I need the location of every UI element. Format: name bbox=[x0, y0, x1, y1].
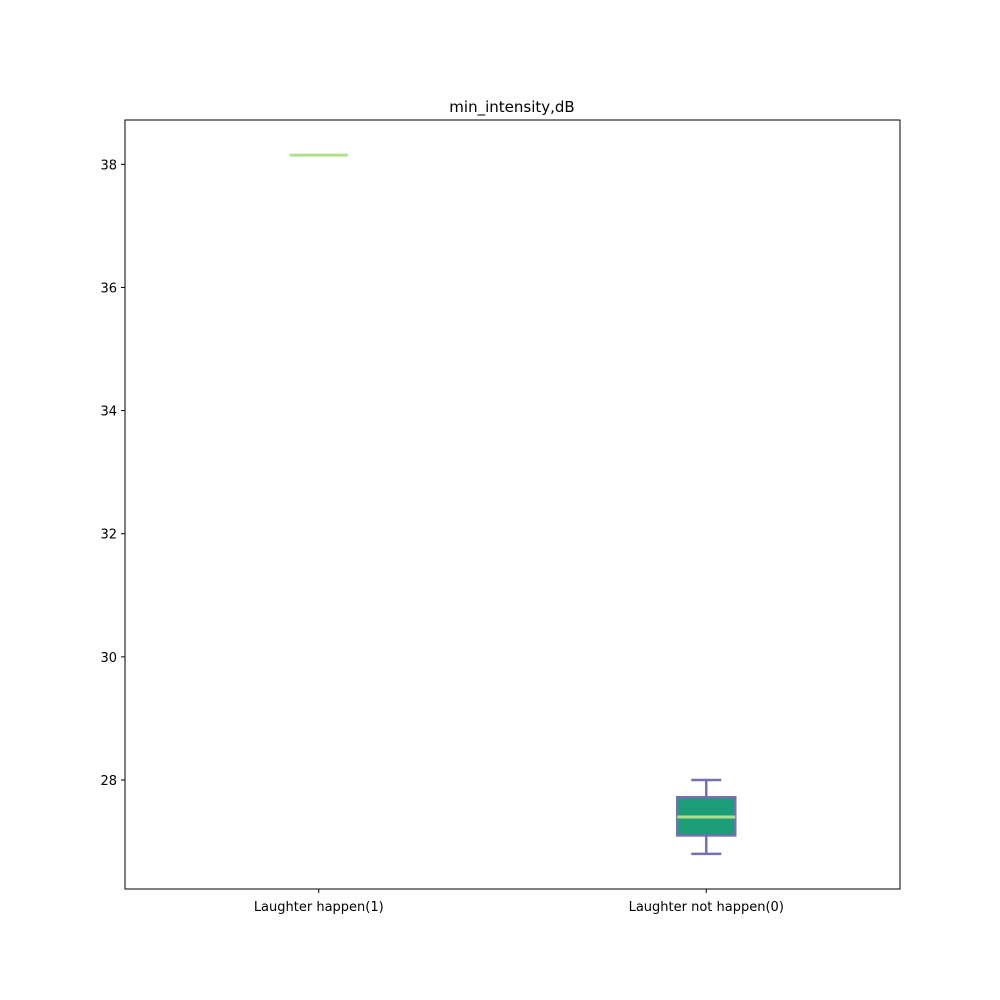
y-axis: 28 30 32 34 36 38 bbox=[100, 158, 125, 789]
plot-frame bbox=[124, 119, 901, 890]
x-axis: Laughter happen(1) Laughter not happen(0) bbox=[254, 889, 784, 915]
box-1 bbox=[676, 778, 737, 856]
y-tick-label: 34 bbox=[100, 405, 117, 420]
plot-area bbox=[289, 153, 737, 856]
y-tick-label: 32 bbox=[100, 528, 117, 543]
y-tick-label: 36 bbox=[100, 281, 117, 296]
x-tick-label: Laughter happen(1) bbox=[254, 900, 384, 915]
chart-title: min_intensity,dB bbox=[449, 98, 574, 117]
x-tick-label: Laughter not happen(0) bbox=[629, 900, 784, 915]
y-tick-label: 28 bbox=[100, 774, 117, 789]
y-tick-label: 30 bbox=[100, 651, 117, 666]
y-tick-label: 38 bbox=[100, 158, 117, 173]
